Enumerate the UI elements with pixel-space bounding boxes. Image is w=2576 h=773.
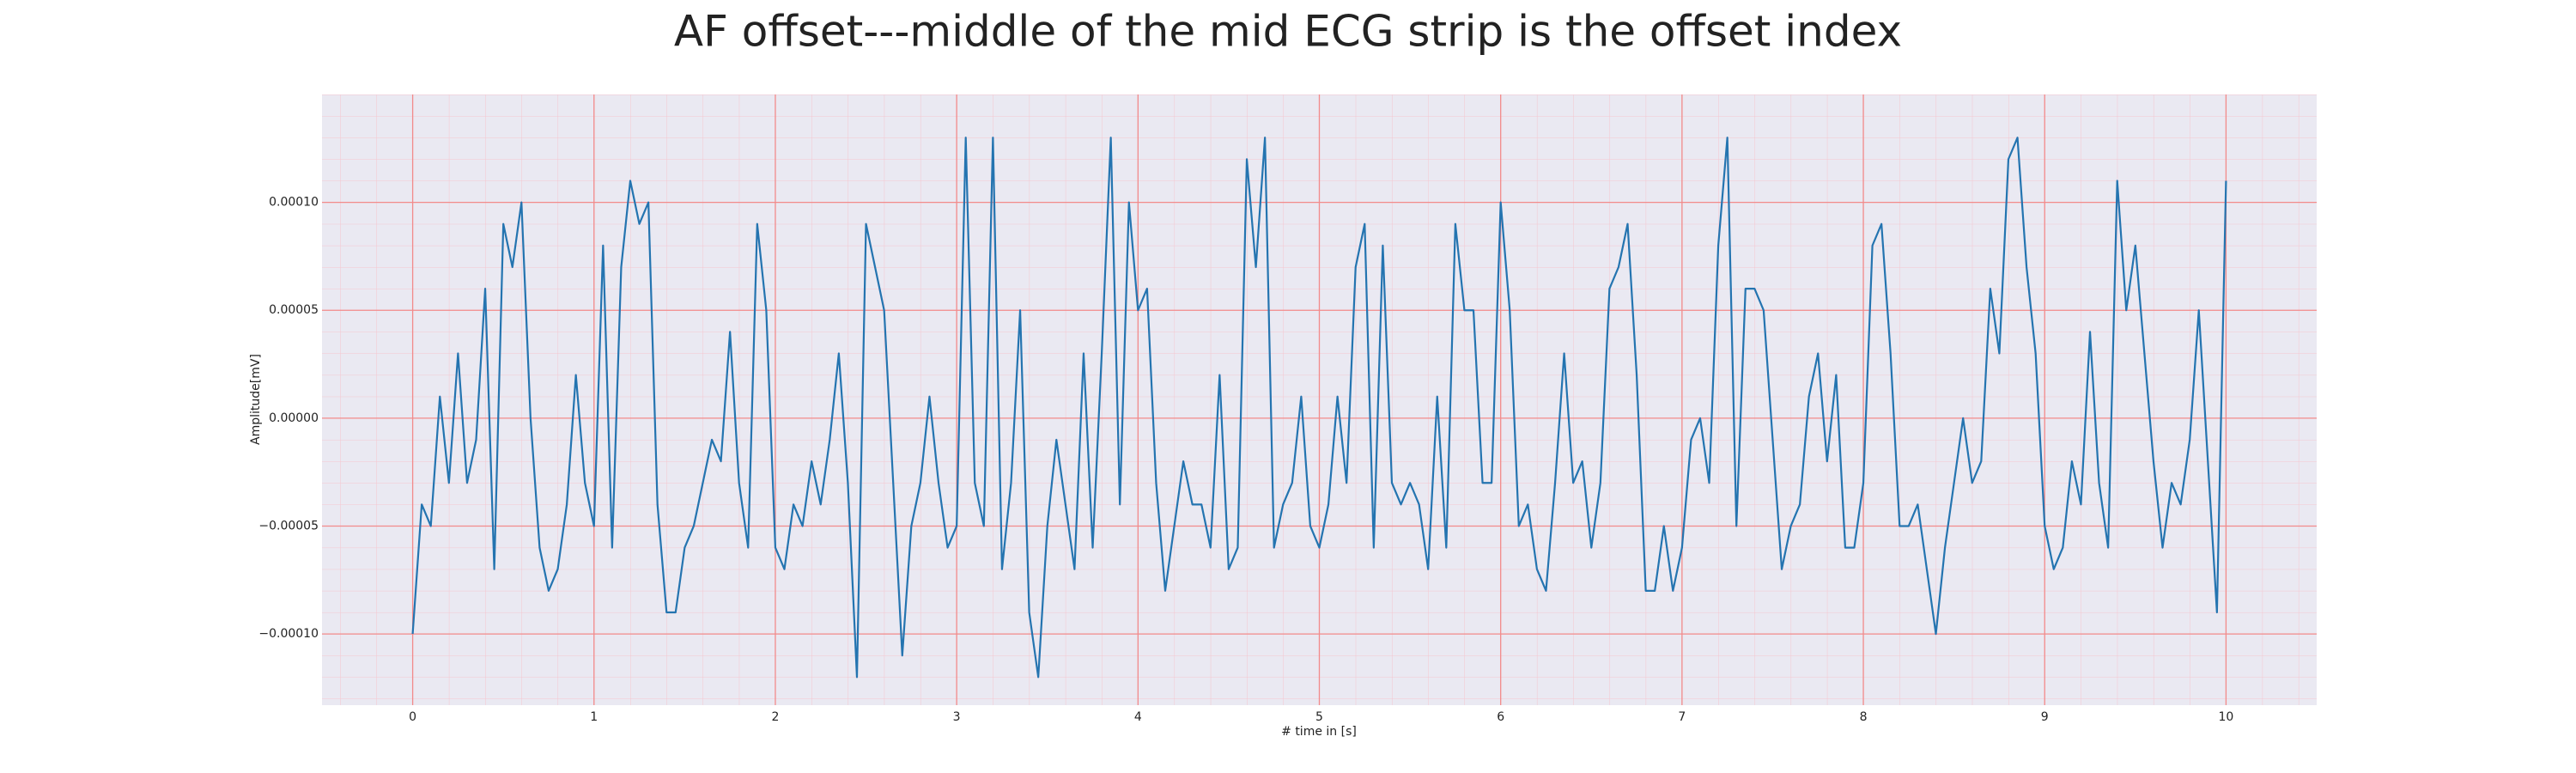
x-tick-label: 2 [771,710,779,724]
x-tick-label: 10 [2218,710,2233,724]
y-tick-label: −0.00010 [258,627,319,641]
x-tick-label: 8 [1860,710,1868,724]
x-tick-label: 3 [953,710,961,724]
y-tick-label: 0.00010 [269,196,319,210]
x-tick-label: 7 [1678,710,1686,724]
y-tick-label: −0.00005 [258,519,319,533]
x-tick-label: 6 [1497,710,1504,724]
y-tick-label: 0.00000 [269,411,319,425]
ecg-line [411,137,2227,679]
y-tick-label: 0.00005 [269,303,319,317]
chart-title: AF offset---middle of the mid ECG strip … [674,7,1902,57]
x-tick-label: 1 [590,710,598,724]
y-axis-label: Amplitude[mV] [249,354,263,445]
x-tick-label: 9 [2041,710,2049,724]
x-axis-label: # time in [s] [1281,725,1357,739]
x-tick-label: 0 [409,710,416,724]
x-tick-label: 5 [1315,710,1323,724]
x-tick-label: 4 [1134,710,1142,724]
